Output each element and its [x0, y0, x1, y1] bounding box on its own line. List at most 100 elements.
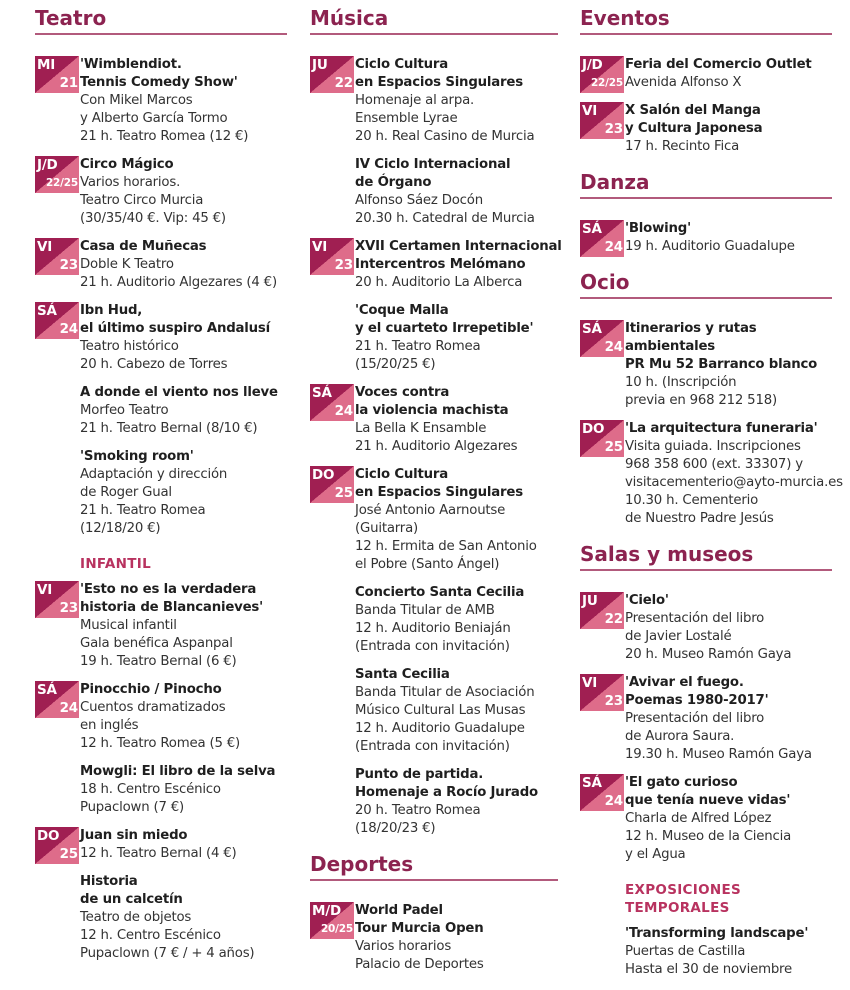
event-title: Punto de partida. [355, 767, 484, 782]
column-2: Música JU 22 Ciclo Cultura en Espacios Singu… [310, 0, 562, 984]
event-listing: VI 23 Casa de Muñecas Doble K Teatro 21 h. A… [35, 238, 287, 292]
event-listing: Santa Cecilia Banda Titular de Asociación… [310, 666, 558, 756]
section: Ocio SÁ 24 Itinerarios y rutas ambientales PR… [580, 268, 843, 528]
section: Eventos J/D 22/25 Feria del Comercio Outlet… [580, 4, 832, 156]
section-heading: Teatro [35, 4, 287, 35]
event-detail: 19 h. Auditorio Guadalupe [625, 239, 795, 254]
event-title: Ciclo Cultura [355, 57, 449, 72]
event-listing: VI 23 'Esto no es la verdadera historia de … [35, 581, 287, 671]
event-detail: Avenida Alfonso X [625, 75, 742, 90]
event-title: 'Esto no es la verdadera [80, 582, 257, 597]
event-detail: Visita guiada. Inscripciones [625, 439, 801, 454]
event-listing: JU 22 Ciclo Cultura en Espacios Singulares H… [310, 56, 558, 146]
event-listing: Punto de partida. Homenaje a Rocío Jurado… [310, 766, 558, 838]
event-detail: Gala benéfica Aspanpal [80, 636, 233, 651]
badge-day-number: 25 [604, 439, 624, 455]
event-title: el último suspiro Andalusí [80, 321, 271, 336]
event-title: Casa de Muñecas [80, 239, 207, 254]
event-listing: 'Smoking room' Adaptación y dirección de R… [35, 448, 287, 538]
badge-weekday: VI [582, 103, 598, 119]
event-listing: SÁ 24 'El gato curioso que tenía nueve vida… [580, 774, 832, 864]
date-badge: J/D 22/25 [35, 156, 79, 193]
event-title: Tour Murcia Open [355, 921, 484, 936]
event-listing: VI 23 XVII Certamen Internacional Intercent… [310, 238, 562, 292]
event-detail: 12 h. Teatro Bernal (4 €) [80, 846, 237, 861]
event-detail: Pupaclown (7 €) [80, 800, 184, 815]
section: Salas y museos JU 22 'Cielo' Presentación de… [580, 540, 832, 864]
event-detail: 21 h. Teatro Romea (12 €) [80, 129, 249, 144]
event-listing: Historia de un calcetín Teatro de objetos 1… [35, 873, 287, 963]
event-title: Juan sin miedo [80, 828, 188, 843]
event-detail: y el Agua [625, 847, 686, 862]
event-detail: Doble K Teatro [80, 257, 174, 272]
event-listing: DO 25 'La arquitectura funeraria' Visita gu… [580, 420, 843, 528]
event-listing: 'Transforming landscape' Puertas de Casti… [580, 925, 832, 979]
event-detail: 20 h. Auditorio La Alberca [355, 275, 523, 290]
event-title: Feria del Comercio Outlet [625, 57, 812, 72]
badge-day-number: 25 [59, 846, 79, 862]
date-badge: SÁ 24 [35, 302, 79, 339]
event-detail: 12 h. Museo de la Ciencia [625, 829, 792, 844]
event-detail: Teatro Circo Murcia [80, 193, 204, 208]
event-title: Homenaje a Rocío Jurado [355, 785, 538, 800]
event-title: 'Smoking room' [80, 449, 194, 464]
event-detail: 12 h. Ermita de San Antonio [355, 539, 537, 554]
event-detail: 20 h. Real Casino de Murcia [355, 129, 535, 144]
event-detail: el Pobre (Santo Ángel) [355, 557, 500, 572]
badge-day-number: 23 [604, 693, 624, 709]
badge-weekday: SÁ [37, 682, 57, 698]
event-title: A donde el viento nos lleve [80, 385, 278, 400]
event-detail: (30/35/40 €. Vip: 45 €) [80, 211, 226, 226]
event-title: Mowgli: El libro de la selva [80, 764, 276, 779]
date-badge: SÁ 24 [580, 320, 624, 357]
event-title: 'Coque Malla [355, 303, 449, 318]
badge-day-number: 23 [59, 257, 79, 273]
badge-weekday: J/D [582, 57, 603, 73]
event-title: Circo Mágico [80, 157, 174, 172]
event-detail: Banda Titular de AMB [355, 603, 495, 618]
event-listing: SÁ 24 Itinerarios y rutas ambientales PR Mu … [580, 320, 832, 410]
event-listing: SÁ 24 Ibn Hud, el último suspiro Andalusí Te… [35, 302, 287, 374]
event-detail: Presentación del libro [625, 711, 765, 726]
section-heading: Ocio [580, 268, 832, 299]
event-detail: Banda Titular de Asociación [355, 685, 535, 700]
event-detail: Ensemble Lyrae [355, 111, 458, 126]
badge-weekday: SÁ [582, 321, 602, 337]
badge-day-number: 24 [59, 700, 79, 716]
badge-weekday: DO [37, 828, 60, 844]
date-badge: SÁ 24 [310, 384, 354, 421]
event-detail: (Guitarra) [355, 521, 419, 536]
badge-day-number: 22 [604, 611, 624, 627]
event-listing: DO 25 Ciclo Cultura en Espacios Singulares J… [310, 466, 558, 574]
event-detail: Músico Cultural Las Musas [355, 703, 526, 718]
event-detail: 12 h. Centro Escénico [80, 928, 221, 943]
section: Deportes M/D 20/25 World Padel Tour Murcia O… [310, 850, 558, 974]
event-listing: VI 23 X Salón del Manga y Cultura Japonesa 1… [580, 102, 832, 156]
date-badge: JU 22 [580, 592, 624, 629]
date-badge: SÁ 24 [580, 774, 624, 811]
event-detail: 21 h. Teatro Romea [355, 339, 481, 354]
event-title: 'El gato curioso [625, 775, 738, 790]
date-badge: MI 21 [35, 56, 79, 93]
badge-weekday: VI [582, 675, 598, 691]
event-listing: Concierto Santa Cecilia Banda Titular de … [310, 584, 558, 656]
event-detail: de Aurora Saura. [625, 729, 735, 744]
event-listing: Mowgli: El libro de la selva 18 h. Centro… [35, 763, 287, 817]
event-title: de un calcetín [80, 892, 183, 907]
event-detail: Pupaclown (7 € / + 4 años) [80, 946, 255, 961]
event-title: Poemas 1980-2017' [625, 693, 769, 708]
section-heading: Eventos [580, 4, 832, 35]
event-title: 'La arquitectura funeraria' [625, 421, 818, 436]
badge-weekday: SÁ [37, 303, 57, 319]
event-title: que tenía nueve vidas' [625, 793, 791, 808]
column-1: Teatro MI 21 'Wimblendiot. Tennis Comedy Sho… [35, 0, 287, 973]
badge-day-number: 22/25 [45, 177, 78, 189]
event-listing: M/D 20/25 World Padel Tour Murcia Open Vario… [310, 902, 558, 974]
event-detail: 21 h. Auditorio Algezares [355, 439, 518, 454]
event-title: PR Mu 52 Barranco blanco [625, 357, 818, 372]
event-detail: Puertas de Castilla [625, 944, 746, 959]
event-listing: J/D 22/25 Circo Mágico Varios horarios. Teat… [35, 156, 287, 228]
badge-weekday: VI [37, 582, 53, 598]
event-title: Tennis Comedy Show' [80, 75, 238, 90]
event-detail: Morfeo Teatro [80, 403, 169, 418]
